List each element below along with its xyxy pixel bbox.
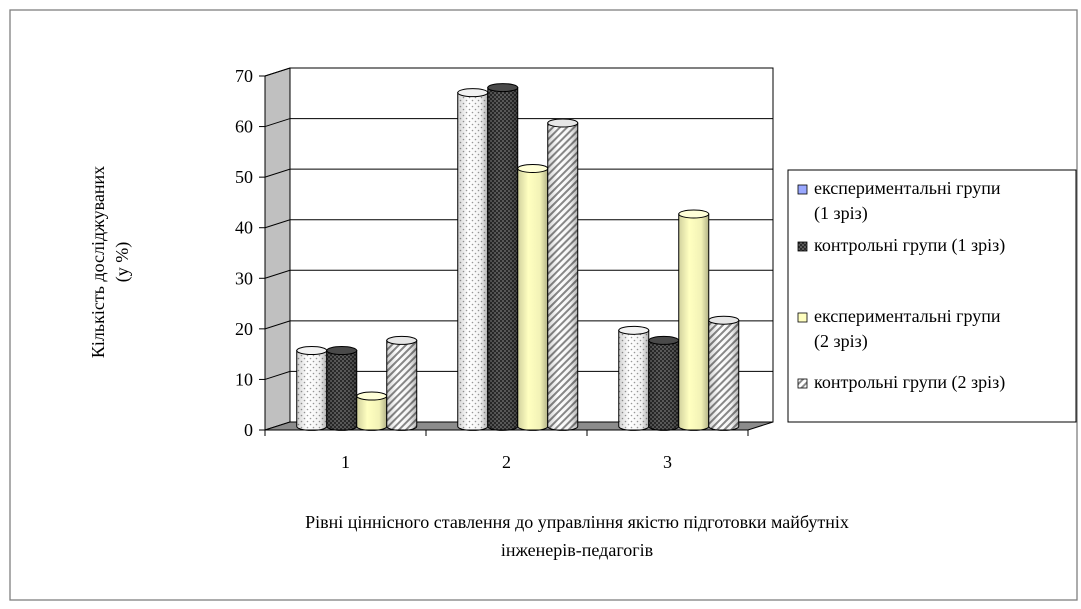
legend-label-exp-2-line1: експериментальні групи — [814, 306, 1001, 326]
legend-swatch-exp-1 — [797, 184, 808, 195]
gridline — [264, 168, 773, 178]
bar-top — [547, 118, 579, 128]
legend-swatch-ctrl-1 — [797, 241, 808, 252]
gridline — [264, 219, 773, 229]
bar — [547, 118, 579, 431]
bar — [708, 315, 740, 431]
bar-top — [648, 335, 680, 345]
legend-label-exp-2-line2: (2 зріз) — [814, 331, 868, 352]
bar-top — [356, 391, 388, 401]
bar-top — [708, 315, 740, 325]
x-tick-label: 3 — [663, 452, 672, 472]
y-tick-label: 20 — [235, 319, 253, 339]
bar-shade — [678, 214, 709, 431]
bar-top — [457, 88, 489, 98]
y-tick-label: 40 — [235, 218, 253, 238]
bar-shade — [386, 340, 417, 431]
x-tick-label: 1 — [341, 452, 350, 472]
bar-shade — [457, 92, 488, 431]
bar-top — [618, 325, 650, 335]
bar — [517, 163, 549, 431]
legend: експериментальні групи (1 зріз) контроль… — [787, 169, 1077, 423]
x-axis-label-line2: інженерів-педагогів — [501, 540, 653, 560]
bar-shade — [326, 350, 357, 431]
gridlines — [264, 67, 773, 380]
legend-box — [787, 169, 1077, 423]
bar-shade — [648, 340, 679, 431]
bar — [618, 325, 650, 431]
gridline — [264, 67, 773, 77]
y-tick-label: 70 — [235, 66, 253, 86]
bar-top — [678, 209, 710, 219]
bar — [678, 209, 710, 431]
x-tick-label: 2 — [502, 452, 511, 472]
bar-top — [487, 83, 519, 93]
bar — [296, 346, 328, 431]
gridline — [264, 320, 773, 330]
bar — [487, 83, 519, 431]
legend-swatch-exp-2 — [797, 312, 808, 323]
legend-item-ctrl-2: контрольні групи (2 зріз) — [797, 372, 1005, 393]
y-tick-label: 0 — [244, 420, 253, 440]
legend-label-exp-1-line1: експериментальні групи — [814, 178, 1001, 198]
bar-top — [386, 335, 418, 345]
bar — [457, 88, 489, 431]
y-axis-label-line1: Кількість досліджуваних — [88, 166, 108, 358]
bar — [326, 346, 358, 431]
gridline — [264, 269, 773, 279]
legend-label-exp-1-line2: (1 зріз) — [814, 203, 868, 224]
bar-marks — [296, 83, 740, 431]
bar-shade — [487, 87, 518, 431]
bar-top — [326, 346, 358, 356]
legend-swatch-ctrl-2 — [797, 378, 808, 389]
legend-item-exp-1: експериментальні групи (1 зріз) — [797, 178, 1001, 224]
y-tick-label: 30 — [235, 268, 253, 288]
bar-shade — [296, 350, 327, 431]
bar-shade — [618, 330, 649, 431]
bar-shade — [356, 396, 387, 431]
bar-shade — [517, 168, 548, 431]
bar — [648, 335, 680, 431]
bar-shade — [547, 122, 578, 431]
gridline — [264, 118, 773, 128]
bar — [356, 391, 388, 431]
y-axis-label-line2: (у %) — [112, 242, 133, 282]
y-tick-label: 10 — [235, 369, 253, 389]
x-axis: 1 2 3 — [264, 429, 749, 472]
y-axis: 0 10 20 30 40 50 60 70 — [235, 66, 266, 440]
gridline — [264, 370, 773, 380]
x-axis-label-line1: Рівні ціннісного ставлення до управління… — [305, 512, 849, 532]
bar — [386, 335, 418, 431]
y-tick-label: 50 — [235, 167, 253, 187]
legend-item-exp-2: експериментальні групи (2 зріз) — [797, 306, 1001, 352]
legend-label-ctrl-1: контрольні групи (1 зріз) — [814, 235, 1005, 256]
bar-top — [296, 346, 328, 356]
y-tick-label: 60 — [235, 117, 253, 137]
legend-label-ctrl-2: контрольні групи (2 зріз) — [814, 372, 1005, 393]
legend-item-ctrl-1: контрольні групи (1 зріз) — [797, 235, 1005, 256]
bar-top — [517, 163, 549, 173]
bar-shade — [708, 320, 739, 431]
